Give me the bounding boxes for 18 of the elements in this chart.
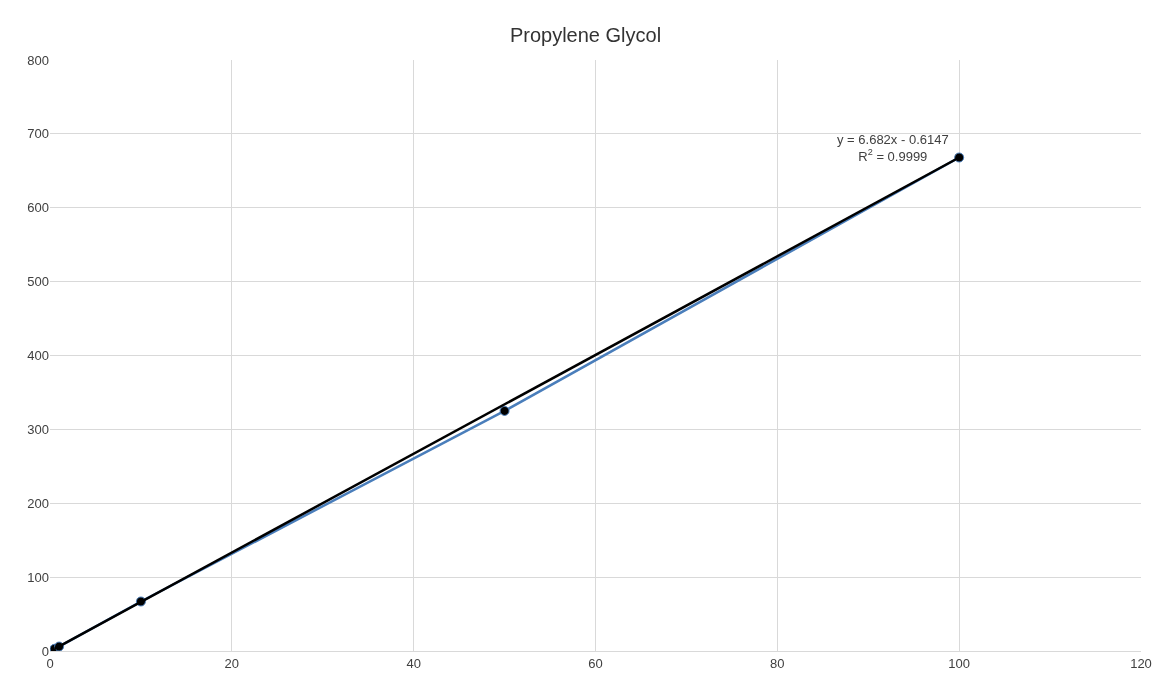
y-tick-label: 800 [27, 52, 49, 68]
x-tick-label: 80 [770, 655, 785, 671]
annotation: y = 6.682x - 0.6147 R$^{2}$ = 0.9999 [837, 132, 949, 164]
x-tick-label: 100 [948, 655, 971, 671]
x-tick-label: 120 [1130, 655, 1152, 671]
point [499, 405, 510, 416]
y-tick-label: 100 [27, 569, 49, 585]
y-tick-label: 700 [27, 126, 49, 142]
y-tick-label: 600 [27, 200, 49, 216]
chart-title: Propylene Glycol [509, 23, 662, 46]
y-tick-label: 0 [41, 643, 49, 659]
y-tick-label: 400 [27, 348, 49, 364]
y-tick-label: 500 [27, 274, 49, 290]
x-tick-label: 60 [588, 655, 603, 671]
x-tick-label: 20 [224, 655, 240, 671]
y-tick-label: 200 [27, 495, 49, 511]
y-tick-label: 300 [27, 421, 49, 437]
x-tick-label: 40 [406, 655, 421, 671]
